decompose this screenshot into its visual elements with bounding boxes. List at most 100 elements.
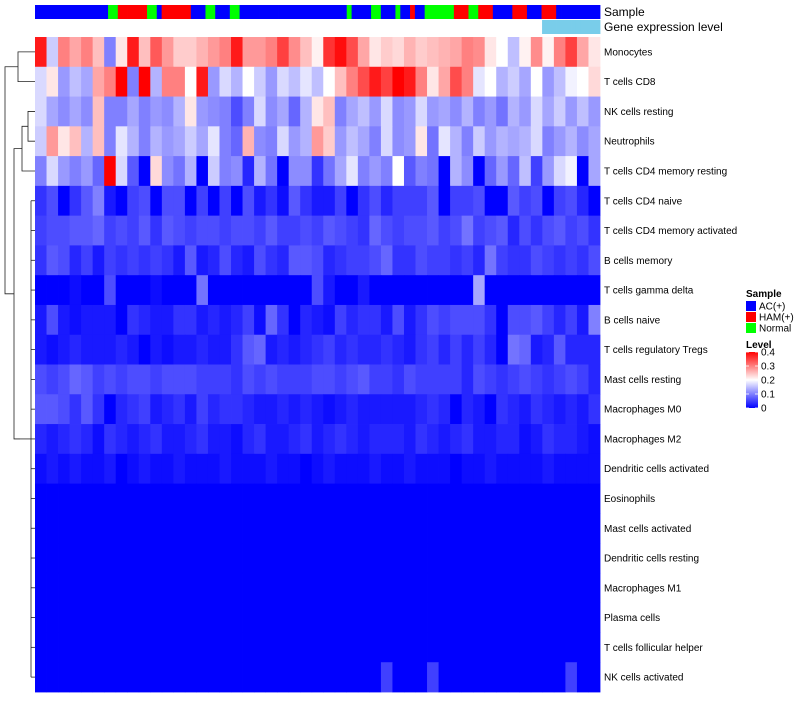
heatmap-cell xyxy=(519,572,532,604)
heatmap-cell xyxy=(507,483,520,514)
heatmap-cell xyxy=(81,364,94,395)
heatmap-cell xyxy=(265,185,278,217)
sample-annotation-cell xyxy=(366,5,372,19)
heatmap-cells xyxy=(35,37,601,693)
sample-annotation-cell xyxy=(327,5,333,19)
sample-annotation-cell xyxy=(536,5,542,19)
heatmap-cell xyxy=(311,572,324,604)
heatmap-cell xyxy=(392,215,405,246)
heatmap-cell xyxy=(265,572,278,604)
heatmap-cell xyxy=(553,424,566,455)
heatmap-cell xyxy=(565,96,578,127)
heatmap-cell xyxy=(69,453,82,484)
heatmap-cell xyxy=(438,66,451,97)
heatmap-cell xyxy=(565,453,578,484)
heatmap-cell xyxy=(576,453,589,484)
heatmap-cell xyxy=(219,215,232,246)
heatmap-cell xyxy=(473,364,486,395)
heatmap-cell xyxy=(484,632,497,663)
heatmap-cell xyxy=(277,394,290,425)
heatmap-cell xyxy=(277,215,290,246)
heatmap-cell xyxy=(115,483,128,514)
heatmap-cell xyxy=(219,513,232,544)
heatmap-cell xyxy=(542,424,555,455)
heatmap-cell xyxy=(161,96,174,127)
expression-annotation-cell xyxy=(348,20,355,34)
sample-annotation-cell xyxy=(210,5,216,19)
heatmap-cell xyxy=(588,66,601,97)
heatmap-cell xyxy=(138,364,151,395)
heatmap-cell xyxy=(115,275,128,306)
heatmap-cell xyxy=(81,543,94,574)
heatmap-cell xyxy=(519,304,532,336)
heatmap-cell xyxy=(415,632,428,663)
expression-annotation-cell xyxy=(416,20,422,34)
heatmap-cell xyxy=(346,453,359,484)
sample-annotation-cell xyxy=(190,5,197,19)
heatmap-cell xyxy=(207,364,220,395)
heatmap-cell xyxy=(461,572,474,604)
heatmap-cell xyxy=(392,304,405,336)
sample-annotation-cell xyxy=(526,5,533,19)
sample-annotation-cell xyxy=(336,5,343,19)
heatmap-cell xyxy=(357,215,370,246)
heatmap-cell xyxy=(450,662,463,693)
expression-annotation-cell xyxy=(334,20,340,34)
heatmap-cell xyxy=(484,245,497,276)
sample-annotation-cell xyxy=(522,5,528,19)
heatmap-cell xyxy=(254,364,267,395)
expression-annotation-cell xyxy=(102,20,108,34)
heatmap-cell xyxy=(496,453,509,484)
heatmap-cell xyxy=(403,215,416,246)
heatmap-cell xyxy=(92,364,105,395)
heatmap-cell xyxy=(403,304,416,336)
heatmap-cell xyxy=(530,602,543,633)
heatmap-cell xyxy=(461,453,474,484)
heatmap-cell xyxy=(46,96,59,127)
heatmap-cell xyxy=(196,156,209,187)
sample-annotation-cell xyxy=(103,5,109,19)
row-label: T cells CD4 memory activated xyxy=(604,226,737,237)
expression-annotation-cell xyxy=(175,20,181,34)
heatmap-cell xyxy=(415,66,428,97)
sample-annotation-cell xyxy=(278,5,284,19)
heatmap-cell xyxy=(507,543,520,574)
heatmap-cell xyxy=(357,364,370,395)
row-label: T cells CD4 memory resting xyxy=(604,166,727,177)
row-label: Macrophages M2 xyxy=(604,434,682,445)
heatmap-cell xyxy=(427,543,439,574)
heatmap-cell xyxy=(138,572,151,604)
heatmap-cell xyxy=(519,424,532,455)
heatmap-cell xyxy=(542,483,555,514)
sample-annotation-cell xyxy=(361,5,367,19)
sample-annotation-cell xyxy=(298,5,304,19)
heatmap-cell xyxy=(530,275,543,306)
heatmap-cell xyxy=(450,156,463,187)
sample-annotation-cell xyxy=(73,5,80,19)
heatmap-cell xyxy=(231,304,243,336)
expression-annotation-cell xyxy=(324,20,330,34)
heatmap-cell xyxy=(588,156,601,187)
heatmap-cell xyxy=(369,662,382,693)
heatmap-cell xyxy=(46,483,59,514)
heatmap-cell xyxy=(104,96,117,127)
heatmap-cell xyxy=(461,513,474,544)
heatmap-cell xyxy=(288,126,301,157)
heatmap-cell xyxy=(427,334,439,365)
heatmap-cell xyxy=(507,185,520,217)
sample-annotation-cell xyxy=(322,5,328,19)
heatmap-cell xyxy=(265,483,278,514)
heatmap-cell xyxy=(300,334,313,365)
heatmap-cell xyxy=(346,364,359,395)
heatmap-cell xyxy=(184,37,197,68)
heatmap-cell xyxy=(265,275,278,306)
heatmap-cell xyxy=(207,424,220,455)
sample-annotation-cell xyxy=(127,5,133,19)
heatmap-cell xyxy=(138,394,151,425)
heatmap-cell xyxy=(115,126,128,157)
heatmap-cell xyxy=(69,364,82,395)
heatmap-cell xyxy=(184,245,197,276)
heatmap-cell xyxy=(35,483,47,514)
heatmap-cell xyxy=(427,126,439,157)
heatmap-cell xyxy=(46,126,59,157)
